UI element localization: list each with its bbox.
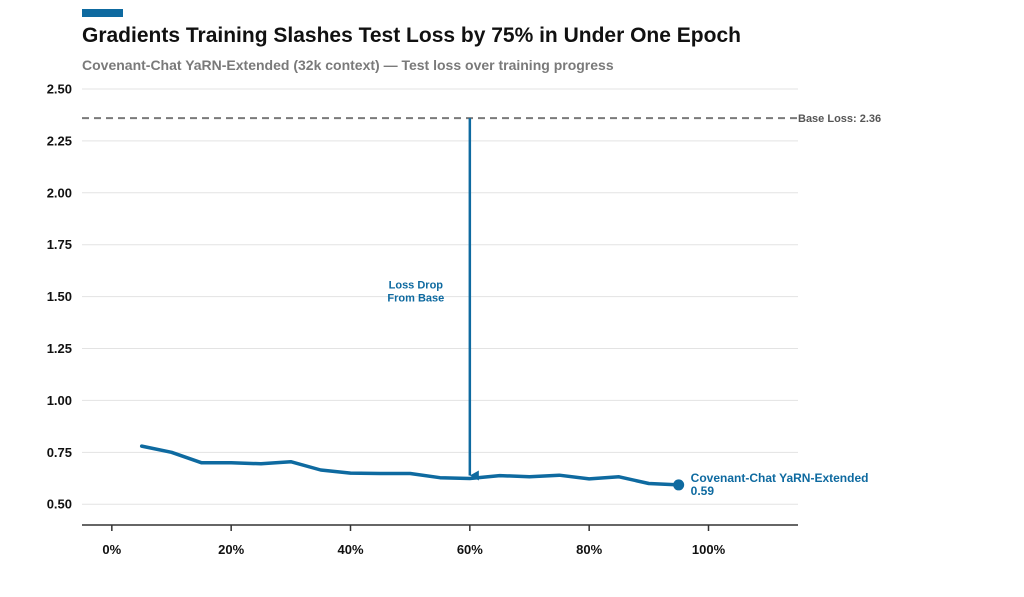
x-tick-label: 60%	[457, 542, 483, 557]
series-end-label-name: Covenant-Chat YaRN-Extended	[691, 471, 869, 485]
x-tick-label: 0%	[102, 542, 121, 557]
y-tick-label: 1.75	[47, 237, 72, 252]
base-loss-label: Base Loss: 2.36	[798, 113, 881, 125]
x-axis: 0% 20% 40% 60% 80% 100%	[82, 524, 798, 557]
gridlines	[82, 88, 798, 505]
y-tick-label: 2.00	[47, 185, 72, 200]
chart-title: Gradients Training Slashes Test Loss by …	[82, 24, 741, 47]
x-tick-label: 40%	[337, 542, 363, 557]
base-loss-group: Base Loss: 2.36	[82, 113, 881, 125]
y-tick-label: 2.25	[47, 133, 72, 148]
loss-drop-annotation: Loss Drop From Base	[387, 118, 479, 481]
series-group: Covenant-Chat YaRN-Extended 0.59	[139, 444, 869, 498]
x-tick-label: 80%	[576, 542, 602, 557]
y-tick-label: 2.50	[47, 82, 72, 97]
y-tick-label: 0.75	[47, 445, 72, 460]
accent-bar	[82, 9, 123, 17]
chart-subtitle: Covenant-Chat YaRN-Extended (32k context…	[82, 57, 614, 73]
series-line-covenant-chat	[139, 444, 681, 487]
series-end-point	[673, 479, 685, 491]
y-tick-label: 1.50	[47, 289, 72, 304]
loss-drop-label-line2: From Base	[387, 292, 444, 304]
y-axis-tick-labels: 0.50 0.75 1.00 1.25 1.50 1.75 2.00 2.25 2.50	[47, 82, 72, 512]
y-tick-label: 1.00	[47, 393, 72, 408]
y-tick-label: 1.25	[47, 341, 72, 356]
x-tick-label: 100%	[692, 542, 726, 557]
loss-drop-label-line1: Loss Drop	[389, 279, 444, 291]
x-tick-label: 20%	[218, 542, 244, 557]
y-tick-label: 0.50	[47, 497, 72, 512]
series-end-label-value: 0.59	[691, 484, 715, 498]
